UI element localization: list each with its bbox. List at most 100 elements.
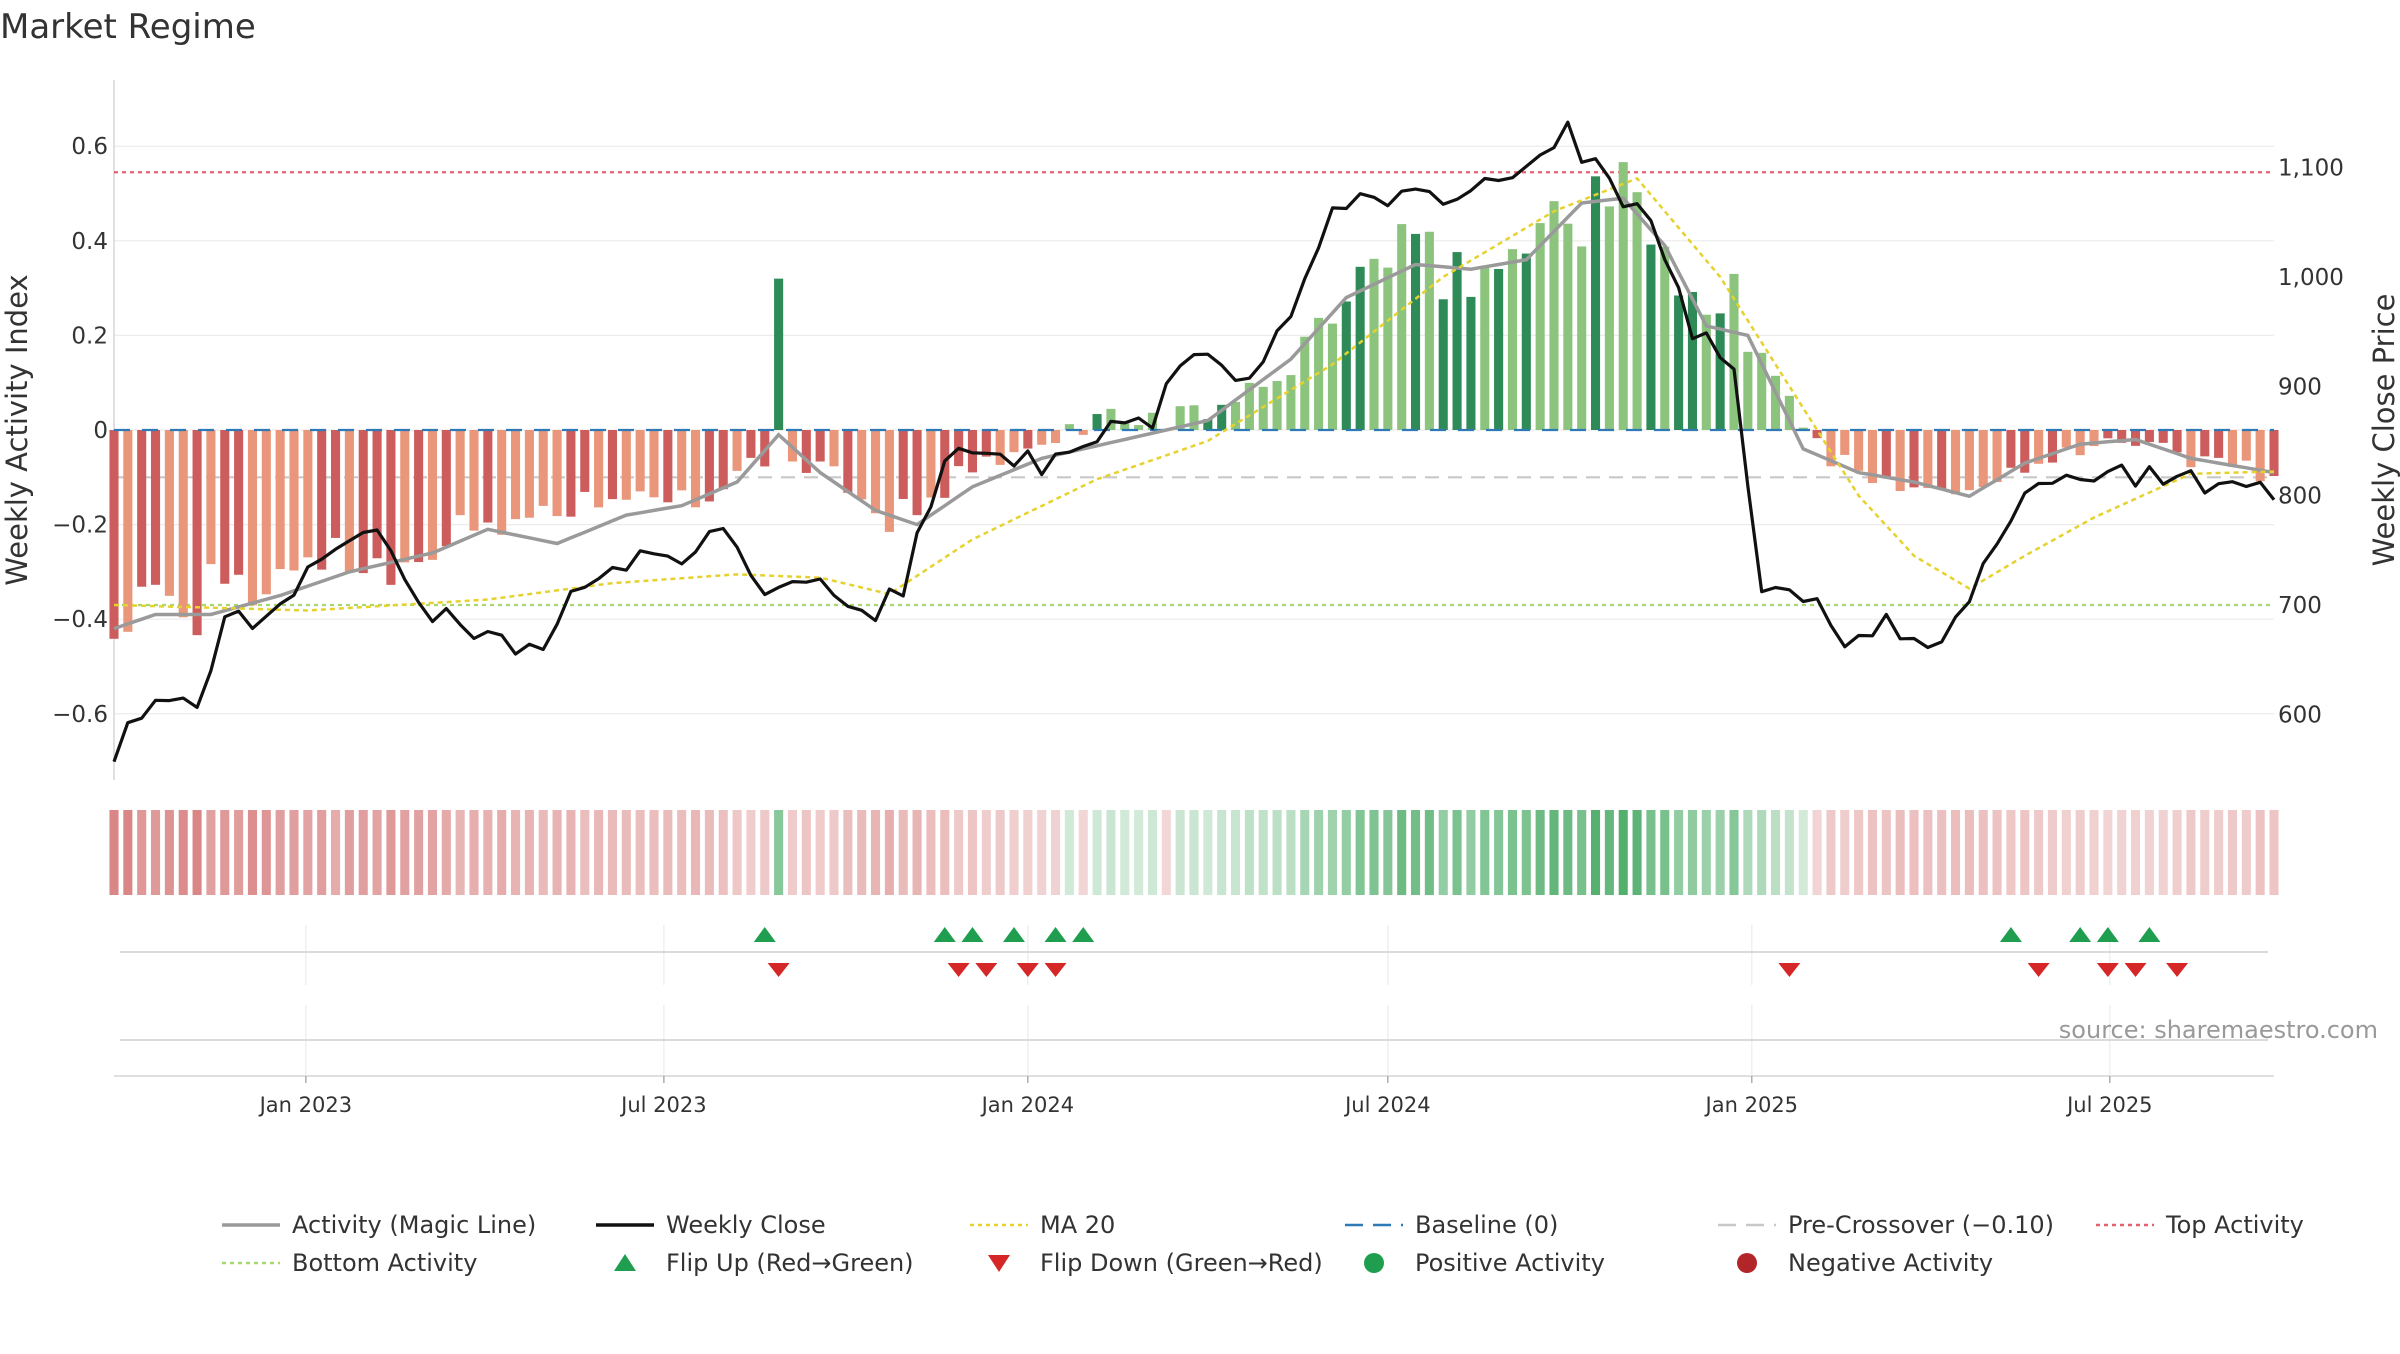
- activity-bar: [580, 430, 590, 492]
- regime-strip-cell: [2089, 810, 2099, 895]
- regime-strip-cell: [275, 810, 285, 895]
- regime-strip-cell: [1341, 810, 1351, 895]
- legend-label: Pre-Crossover (−0.10): [1788, 1211, 2054, 1239]
- activity-bar: [1549, 201, 1559, 430]
- regime-strip-cell: [677, 810, 687, 895]
- activity-bar: [1923, 430, 1933, 489]
- regime-strip-cell: [206, 810, 216, 895]
- regime-strip-cell: [1175, 810, 1185, 895]
- regime-strip-cell: [981, 810, 991, 895]
- activity-bar: [1147, 412, 1158, 430]
- activity-bar: [1770, 375, 1781, 430]
- activity-bar: [178, 430, 188, 618]
- legend-label: Activity (Magic Line): [292, 1211, 536, 1239]
- regime-strip-cell: [344, 810, 354, 895]
- activity-bar: [1798, 427, 1808, 430]
- activity-bar: [829, 430, 839, 467]
- activity-bar: [1784, 395, 1794, 430]
- activity-bar: [1687, 291, 1698, 430]
- regime-strip-cell: [303, 810, 313, 895]
- y-tick-label-right: 1,000: [2278, 265, 2344, 291]
- regime-strip-cell: [1826, 810, 1836, 895]
- regime-strip-cell: [2227, 810, 2238, 895]
- regime-strip-cell: [2186, 810, 2196, 895]
- regime-strip-cell: [787, 810, 798, 895]
- regime-strip-cell: [940, 810, 950, 895]
- legend-swatch: [614, 1254, 636, 1271]
- activity-bar: [1937, 430, 1947, 490]
- activity-bar: [1992, 430, 2002, 482]
- activity-bar: [1244, 382, 1254, 430]
- regime-strip-cell: [1937, 810, 1947, 895]
- regime-strip-cell: [1923, 810, 1933, 895]
- activity-bar: [1106, 408, 1116, 430]
- flip-down-marker: [2166, 963, 2189, 977]
- regime-strip-cell: [483, 810, 493, 895]
- legend-label: Bottom Activity: [292, 1249, 477, 1277]
- activity-bar: [995, 430, 1005, 465]
- regime-strip-cell: [1812, 810, 1822, 895]
- flip-down-marker: [2124, 963, 2147, 977]
- x-tick-label: Jul 2023: [619, 1093, 706, 1117]
- activity-bar: [1355, 266, 1365, 430]
- activity-bar: [303, 430, 313, 558]
- activity-bar: [857, 430, 867, 500]
- regime-strip-cell: [926, 810, 936, 895]
- activity-bar: [538, 430, 548, 506]
- regime-strip-cell: [607, 810, 618, 895]
- activity-bar: [1535, 223, 1545, 430]
- activity-bar: [2117, 430, 2127, 443]
- regime-strip-cell: [510, 810, 521, 895]
- y-axis-title-right: Weekly Close Price: [2367, 294, 2400, 567]
- regime-strip-cell: [898, 810, 908, 895]
- activity-bar: [1064, 424, 1074, 430]
- activity-bar: [2089, 430, 2099, 447]
- activity-bar: [1881, 430, 1891, 478]
- y-axis-title-left: Weekly Activity Index: [0, 274, 34, 585]
- activity-bar: [414, 430, 424, 563]
- flip-down-marker: [1044, 963, 1067, 977]
- regime-strip-cell: [1590, 810, 1601, 895]
- activity-bar: [1438, 299, 1448, 430]
- regime-strip-cell: [1646, 810, 1656, 895]
- activity-bar: [427, 430, 438, 560]
- activity-bar: [1854, 430, 1864, 471]
- activity-bar: [1867, 430, 1878, 484]
- activity-bar: [1674, 295, 1684, 430]
- activity-bar: [109, 430, 119, 639]
- activity-bar: [663, 430, 673, 503]
- activity-bar: [621, 430, 631, 500]
- activity-bar: [372, 430, 382, 559]
- regime-strip-cell: [1258, 810, 1268, 895]
- regime-strip-cell: [1410, 810, 1421, 895]
- regime-strip-cell: [1840, 810, 1850, 895]
- regime-strip-cell: [635, 810, 645, 895]
- regime-strip-cell: [690, 810, 701, 895]
- activity-bar: [1701, 314, 1711, 430]
- activity-bar: [1480, 265, 1490, 430]
- activity-bar: [1563, 223, 1573, 430]
- regime-strip-cell: [746, 810, 756, 895]
- activity-bar: [1618, 162, 1628, 430]
- activity-bar: [870, 430, 881, 514]
- activity-bar: [1300, 336, 1310, 430]
- activity-bar: [1660, 246, 1670, 430]
- regime-strip-cell: [1424, 810, 1434, 895]
- activity-bar: [718, 430, 728, 490]
- regime-strip-cell: [995, 810, 1005, 895]
- regime-strip-cell: [1964, 810, 1974, 895]
- regime-strip-cell: [2144, 810, 2154, 895]
- regime-strip-cell: [1369, 810, 1379, 895]
- regime-strip-cell: [2158, 810, 2168, 895]
- activity-bar: [1743, 351, 1753, 430]
- flip-down-marker: [1016, 963, 1039, 977]
- regime-strip-cell: [2200, 810, 2210, 895]
- activity-bar: [1909, 430, 1919, 488]
- activity-bar: [594, 430, 604, 508]
- flip-down-marker: [767, 963, 790, 977]
- legend-item: Flip Up (Red→Green): [614, 1249, 914, 1277]
- activity-bar: [1217, 404, 1227, 430]
- activity-bar: [1203, 419, 1213, 430]
- y-tick-label-left: 0.2: [71, 323, 108, 349]
- regime-strip-cell: [870, 810, 881, 895]
